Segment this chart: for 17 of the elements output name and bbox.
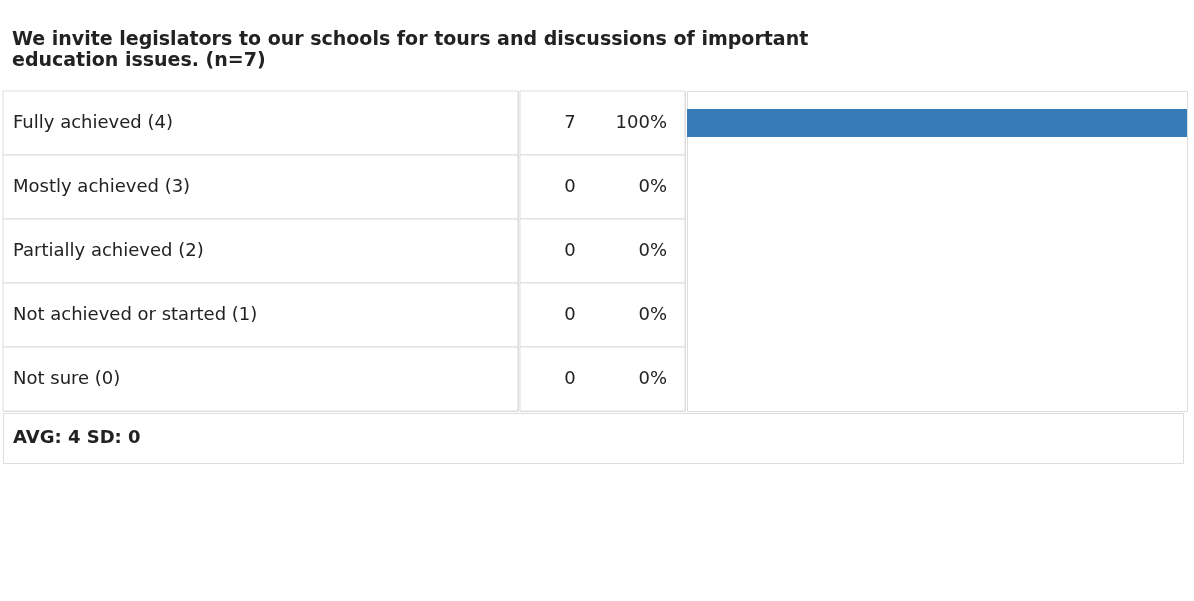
data-label: 7 bbox=[564, 111, 576, 132]
text: 0% bbox=[638, 303, 667, 324]
y-tick-label: Fully achieved (4) bbox=[13, 111, 173, 132]
text: 0% bbox=[638, 239, 667, 260]
y-tick-label: Not sure (0) bbox=[13, 367, 121, 388]
data-label: 0 bbox=[564, 367, 576, 388]
text: 0% bbox=[638, 175, 667, 196]
y-tick-label: Partially achieved (2) bbox=[13, 239, 204, 260]
text: 100% bbox=[615, 111, 667, 132]
y-tick-label: Mostly achieved (3) bbox=[13, 175, 191, 196]
data-label: 0 bbox=[564, 303, 576, 324]
text: 0% bbox=[638, 367, 667, 388]
text: We invite legislators to our schools for tours and discussions of important education issues. (n=7) bbox=[12, 27, 809, 70]
data-label: 0 bbox=[564, 175, 576, 196]
y-tick-label: Not achieved or started (1) bbox=[13, 303, 258, 324]
data-label: 0 bbox=[564, 239, 576, 260]
text: AVG: 4 SD: 0 bbox=[13, 426, 141, 447]
